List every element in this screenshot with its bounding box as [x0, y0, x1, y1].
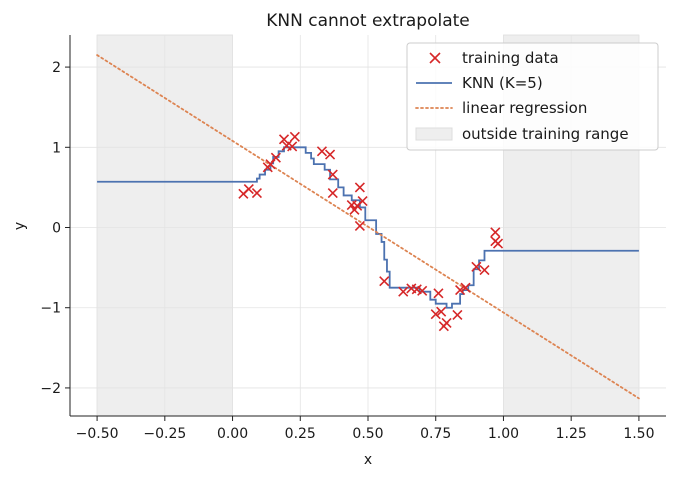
marker-stroke: [492, 238, 504, 249]
marker-stroke: [417, 285, 428, 296]
legend-label-linear: linear regression: [462, 99, 587, 117]
marker-stroke: [287, 141, 298, 152]
x-tick-label: −0.50: [76, 426, 119, 442]
y-tick-label: −1: [40, 301, 61, 317]
training-point: [492, 238, 504, 249]
marker-stroke: [433, 288, 444, 299]
x-tick-label: −0.25: [143, 426, 186, 442]
training-point: [417, 285, 428, 296]
training-point: [354, 220, 365, 231]
marker-stroke: [289, 131, 300, 142]
linear-regression-line: [96, 54, 640, 400]
training-point: [471, 261, 482, 272]
marker-stroke: [441, 317, 452, 329]
marker-stroke: [398, 286, 409, 297]
training-point: [243, 183, 254, 195]
marker-stroke: [436, 306, 447, 317]
legend-box: [406, 42, 659, 151]
data-layer: [96, 54, 640, 400]
legend-label-training: training data: [462, 49, 559, 67]
training-point: [430, 309, 441, 320]
x-tick-label: 0.50: [352, 426, 383, 442]
marker-stroke: [270, 152, 281, 163]
training-point: [357, 195, 368, 207]
marker-stroke: [316, 146, 328, 157]
legend-label-knn: KNN (K=5): [462, 74, 543, 92]
training-point: [398, 286, 409, 297]
marker-stroke: [452, 309, 463, 321]
marker-stroke: [411, 284, 422, 295]
marker-stroke: [490, 227, 501, 238]
marker-stroke: [357, 195, 368, 207]
marker-stroke: [379, 276, 390, 287]
training-point: [441, 317, 452, 329]
training-point: [460, 282, 471, 293]
ticks-layer: −0.50 −0.25 0.00 0.25 0.50 0.75 1.00 1.25 1.50 −2…: [40, 60, 654, 442]
legend: training data KNN (K=5) linear regression o…: [406, 42, 659, 151]
training-point: [251, 187, 262, 199]
legend-swatch-outside: [415, 127, 453, 141]
training-point: [455, 285, 466, 296]
x-tick-label: 1.25: [556, 426, 587, 442]
marker-stroke: [471, 261, 482, 272]
marker-stroke: [327, 169, 338, 180]
training-point: [270, 152, 281, 163]
y-axis-label: y: [12, 222, 28, 230]
marker-stroke: [430, 309, 441, 320]
x-tick-label: 1.00: [488, 426, 519, 442]
training-point: [436, 306, 447, 317]
x-tick-label: 0.25: [285, 426, 316, 442]
training-point: [316, 146, 328, 157]
legend-marker-training: [429, 52, 441, 64]
chart-title: KNN cannot extrapolate: [266, 11, 470, 31]
training-point: [327, 187, 338, 199]
training-point: [327, 169, 338, 180]
marker-stroke: [281, 140, 292, 151]
marker-stroke: [354, 220, 365, 231]
x-axis-label: x: [364, 452, 372, 468]
training-point: [325, 149, 336, 160]
training-point: [289, 131, 300, 142]
x-tick-label: 1.50: [623, 426, 654, 442]
marker-stroke: [325, 149, 336, 160]
training-point: [452, 309, 463, 321]
training-point: [490, 227, 501, 238]
marker-stroke: [278, 134, 290, 145]
y-tick-label: −2: [40, 381, 61, 397]
training-point: [287, 141, 298, 152]
training-point: [479, 264, 490, 276]
marker-stroke: [479, 264, 490, 276]
y-tick-label: 0: [52, 221, 61, 237]
training-point: [433, 288, 444, 299]
training-point: [278, 134, 290, 145]
marker-stroke: [327, 187, 338, 199]
legend-entries: training data KNN (K=5) linear regression o…: [415, 49, 629, 143]
marker-stroke: [460, 282, 471, 293]
legend-label-outside: outside training range: [462, 125, 629, 143]
training-point: [354, 182, 365, 193]
x-tick-label: 0.75: [420, 426, 451, 442]
marker-stroke: [243, 183, 254, 195]
y-tick-label: 2: [52, 60, 61, 76]
marker-stroke: [354, 182, 365, 193]
y-tick-label: 1: [52, 140, 61, 156]
training-point: [379, 276, 390, 287]
marker-stroke: [346, 199, 357, 211]
marker-stroke: [455, 285, 466, 296]
x-tick-label: 0.00: [217, 426, 248, 442]
marker-stroke: [406, 283, 417, 294]
marker-stroke: [251, 187, 262, 199]
